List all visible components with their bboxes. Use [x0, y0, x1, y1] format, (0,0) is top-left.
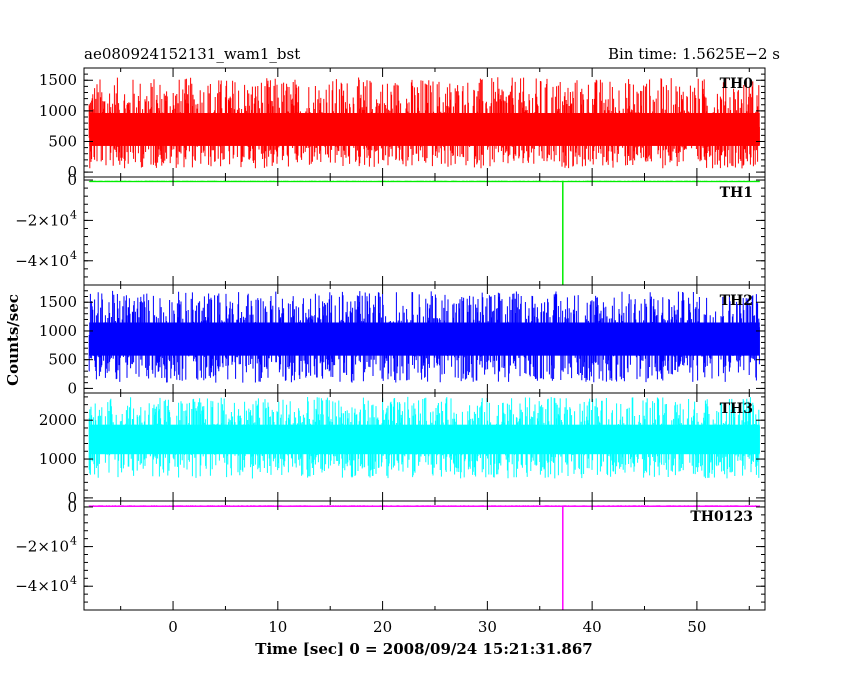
y-tick-label: 500 [48, 132, 77, 150]
panel-th3: 0 1000 2000 TH3 [39, 392, 766, 507]
y-tick-label: 1000 [39, 450, 77, 468]
x-tick-label: 0 [168, 618, 178, 636]
y-tick-label: 500 [48, 351, 77, 369]
bin-time-subtitle: Bin time: 1.5625E−2 s [608, 45, 780, 63]
y-tick-exponent: 4 [70, 249, 77, 262]
series-core-th3 [89, 424, 760, 455]
y-tick-label: 0 [67, 489, 77, 507]
y-tick-label: 1000 [39, 102, 77, 120]
panel-label-th2: TH2 [720, 293, 753, 309]
x-tick-label: 30 [478, 618, 497, 636]
x-tick-label: 50 [687, 618, 706, 636]
y-tick-label: 1500 [39, 293, 77, 311]
y-tick-exponent: 4 [70, 535, 77, 548]
y-tick-label: 0 [67, 498, 77, 516]
y-tick-label: −4×10 [15, 577, 69, 595]
x-tick-label: 40 [583, 618, 602, 636]
panel-label-th3: TH3 [720, 401, 753, 417]
y-tick-label: 1000 [39, 322, 77, 340]
y-tick-label: 1500 [39, 71, 77, 89]
panel-label-th0: TH0 [720, 76, 754, 92]
x-tick-label: 20 [373, 618, 392, 636]
y-tick-label: 0 [67, 379, 77, 397]
series-core-th2 [89, 322, 760, 356]
series-core-th0 [89, 113, 760, 146]
y-tick-label: −2×10 [15, 538, 69, 556]
y-tick-label: −4×10 [15, 252, 69, 270]
y-tick-label: 0 [67, 171, 77, 189]
x-axis-label: Time [sec] 0 = 2008/09/24 15:21:31.867 [255, 640, 592, 658]
panel-th0: 0 500 1000 1500 TH0 [39, 67, 766, 181]
y-tick-label: 2000 [39, 411, 77, 429]
y-tick-exponent: 4 [70, 574, 77, 587]
panel-frame [83, 176, 766, 286]
chart-title: ae080924152131_wam1_bst [84, 45, 300, 63]
panel-frame [83, 500, 766, 611]
y-axis-label: Counts/sec [4, 294, 22, 386]
panel-th2: 0 500 1000 1500 TH2 [39, 284, 766, 397]
panel-label-th1: TH1 [720, 185, 753, 201]
series-core-th0123 [89, 505, 760, 507]
x-tick-label: 10 [268, 618, 287, 636]
y-tick-label: 0 [67, 163, 77, 181]
y-tick-label: −2×10 [15, 211, 69, 229]
series-core-th1 [89, 180, 760, 183]
y-tick-exponent: 4 [70, 208, 77, 221]
panel-label-th0123: TH0123 [690, 509, 753, 525]
